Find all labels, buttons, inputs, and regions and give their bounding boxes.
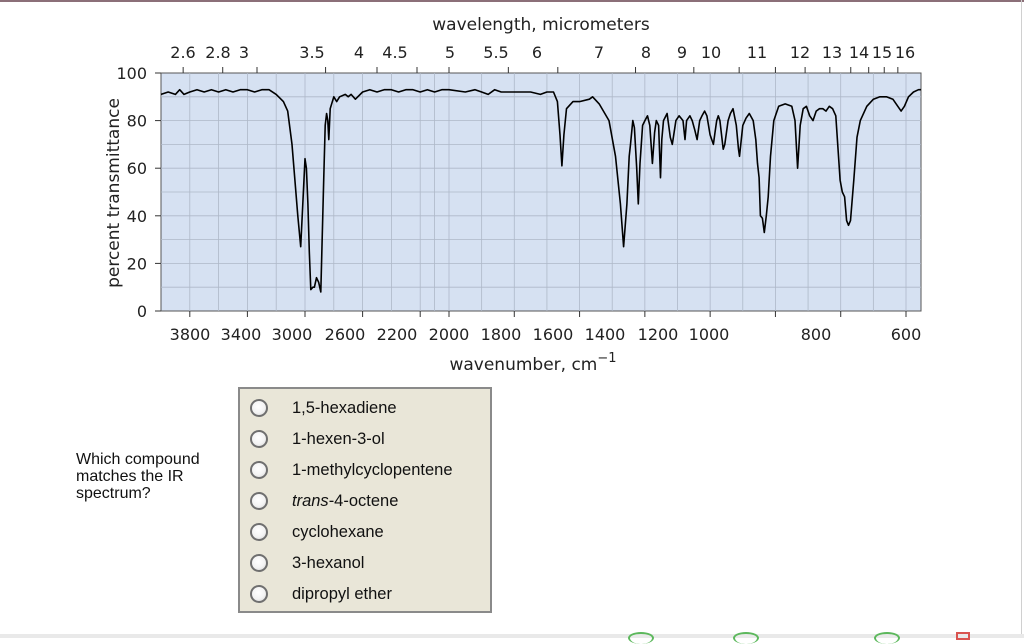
y-tick-label: 0 (137, 302, 147, 321)
x2-tick-label: 8 (641, 43, 651, 62)
y-axis-title: percent transmittance (104, 98, 124, 288)
y-tick-label: 20 (127, 254, 147, 273)
choice-cyclohexane[interactable]: cyclohexane (250, 520, 384, 544)
choice-trans-4-octene[interactable]: trans-4-octene (250, 489, 398, 513)
choice-3-hexanol[interactable]: 3-hexanol (250, 551, 364, 575)
radio-icon[interactable] (250, 461, 268, 479)
flag-icon (956, 632, 970, 640)
x-tick-label: 3400 (221, 325, 262, 344)
x-tick-label: 800 (801, 325, 832, 344)
x-axis-title: wavenumber, cm−1 (449, 351, 616, 375)
y-tick-label: 40 (127, 207, 147, 226)
x-axis-ticks: 3800 3400 3000 2600 2200 2000 1800 1600 1400 1200… (170, 311, 922, 344)
radio-icon[interactable] (250, 399, 268, 417)
spectrum-line (160, 88, 921, 293)
radio-icon[interactable] (250, 554, 268, 572)
x-axis-title-text: wavenumber, cm (449, 355, 597, 375)
x-tick-label: 2200 (377, 325, 418, 344)
x-tick-label: 2600 (325, 325, 366, 344)
top-axis-ticks: 2.6 2.8 3 3.5 4 4.5 5 5.5 6 7 8 9 10 11 12 13 14 15 16 (170, 43, 915, 73)
status-circle-icon (733, 632, 759, 644)
x-tick-label: 600 (891, 325, 922, 344)
choice-label-rest: -4-octene (328, 491, 399, 510)
radio-icon[interactable] (250, 585, 268, 603)
choice-label: 1-hexen-3-ol (292, 429, 385, 448)
x2-tick-label: 4.5 (382, 43, 407, 62)
choice-label: 1,5-hexadiene (292, 398, 397, 417)
x2-tick-label: 14 (849, 43, 869, 62)
x2-tick-label: 12 (790, 43, 810, 62)
bottom-bar (0, 634, 1024, 638)
x-tick-label: 3000 (272, 325, 313, 344)
choice-label: cyclohexane (292, 522, 384, 541)
x-tick-label: 1200 (638, 325, 679, 344)
choice-label: trans-4-octene (292, 492, 398, 511)
x2-tick-label: 2.8 (205, 43, 230, 62)
x-tick-label: 1600 (533, 325, 574, 344)
x2-tick-label: 13 (822, 43, 842, 62)
choice-1-hexen-3-ol[interactable]: 1-hexen-3-ol (250, 427, 385, 451)
y-tick-label: 60 (127, 159, 147, 178)
x2-tick-label: 5 (445, 43, 455, 62)
x-tick-label: 1800 (481, 325, 522, 344)
choice-label: dipropyl ether (292, 584, 392, 603)
x-tick-label: 1400 (585, 325, 626, 344)
x-axis-title-sup: −1 (597, 351, 616, 366)
y-tick-label: 80 (127, 112, 147, 131)
choice-dipropyl-ether[interactable]: dipropyl ether (250, 582, 392, 606)
x2-axis-title: wavelength, micrometers (432, 15, 650, 35)
x2-tick-label: 2.6 (170, 43, 195, 62)
y-axis-ticks: 0 20 40 60 80 100 (116, 64, 161, 321)
choice-label: 1-methylcyclopentene (292, 460, 453, 479)
choice-label-italic: trans (292, 491, 329, 510)
grid (161, 73, 921, 311)
x-tick-label: 1000 (689, 325, 730, 344)
question-text: Which compound matches the IR spectrum? (76, 451, 200, 502)
x2-tick-label: 5.5 (483, 43, 508, 62)
y-tick-label: 100 (116, 64, 147, 83)
x-tick-label: 2000 (429, 325, 470, 344)
status-circle-icon (874, 632, 900, 644)
choice-label: 3-hexanol (292, 553, 365, 572)
x2-tick-label: 9 (677, 43, 687, 62)
radio-icon[interactable] (250, 492, 268, 510)
x2-tick-label: 7 (594, 43, 604, 62)
right-border (1021, 0, 1022, 638)
status-circle-icon (628, 632, 654, 644)
choice-1-5-hexadiene[interactable]: 1,5-hexadiene (250, 396, 397, 420)
x2-tick-label: 15 (872, 43, 892, 62)
x-tick-label: 3800 (170, 325, 211, 344)
x2-tick-label: 3.5 (299, 43, 324, 62)
x2-tick-label: 10 (701, 43, 721, 62)
x2-tick-label: 4 (354, 43, 364, 62)
x2-tick-label: 3 (239, 43, 249, 62)
answer-choices-panel: 1,5-hexadiene 1-hexen-3-ol 1-methylcyclo… (238, 387, 492, 613)
x2-tick-label: 11 (747, 43, 767, 62)
radio-icon[interactable] (250, 523, 268, 541)
radio-icon[interactable] (250, 430, 268, 448)
x2-tick-label: 6 (532, 43, 542, 62)
top-border (0, 0, 1024, 2)
choice-1-methylcyclopentene[interactable]: 1-methylcyclopentene (250, 458, 453, 482)
x2-tick-label: 16 (895, 43, 915, 62)
